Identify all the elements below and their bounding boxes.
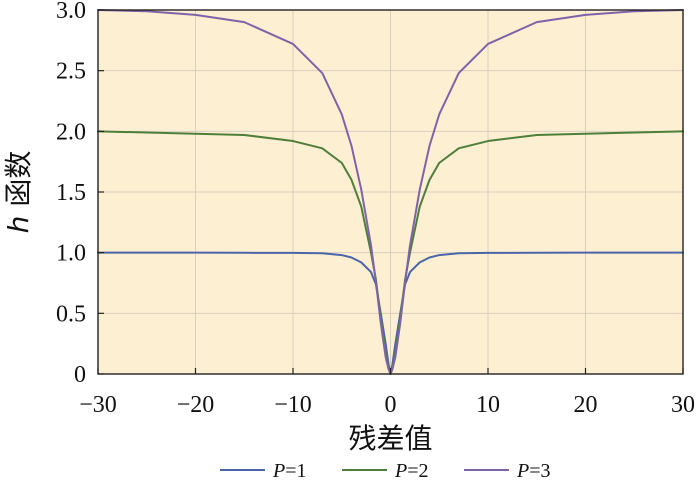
svg-text:h 函数: h 函数 [2, 151, 35, 234]
x-tick-label: −10 [274, 392, 312, 418]
y-tick-labels: 0 0.5 1.0 1.5 2.0 2.5 3.0 [56, 0, 86, 388]
legend: P=1 P=2 P=3 [220, 460, 551, 482]
x-tick-label: 10 [476, 392, 500, 418]
y-axis-title: h 函数 [2, 151, 35, 234]
legend-label-p1: P=1 [272, 460, 307, 482]
y-axis-title-symbol: h [2, 216, 35, 234]
x-tick-labels: −30 −20 −10 0 10 20 30 [79, 392, 695, 418]
y-tick-label: 0.5 [56, 301, 86, 327]
legend-label-symbol: P [272, 460, 285, 482]
legend-label-value: =3 [529, 460, 550, 482]
legend-label-value: =1 [285, 460, 306, 482]
x-tick-marks [97, 368, 684, 374]
x-tick-label: 20 [574, 392, 598, 418]
x-axis-title: 残差值 [348, 422, 432, 455]
y-axis-title-text: 函数 [2, 151, 35, 207]
x-tick-label: 0 [385, 392, 397, 418]
y-tick-label: 0 [74, 362, 86, 388]
y-tick-label: 2.0 [56, 119, 86, 145]
y-tick-label: 1.0 [56, 241, 86, 267]
legend-label-value: =2 [407, 460, 428, 482]
x-tick-label: −30 [79, 392, 117, 418]
legend-label-symbol: P [516, 460, 529, 482]
legend-label-p3: P=3 [516, 460, 551, 482]
y-tick-label: 1.5 [56, 180, 86, 206]
y-tick-label: 2.5 [56, 59, 86, 85]
y-tick-marks [98, 9, 104, 375]
y-tick-label: 3.0 [56, 0, 86, 24]
x-tick-label: −20 [177, 392, 215, 418]
legend-label-symbol: P [394, 460, 407, 482]
x-tick-label: 30 [671, 392, 695, 418]
legend-label-p2: P=2 [394, 460, 429, 482]
